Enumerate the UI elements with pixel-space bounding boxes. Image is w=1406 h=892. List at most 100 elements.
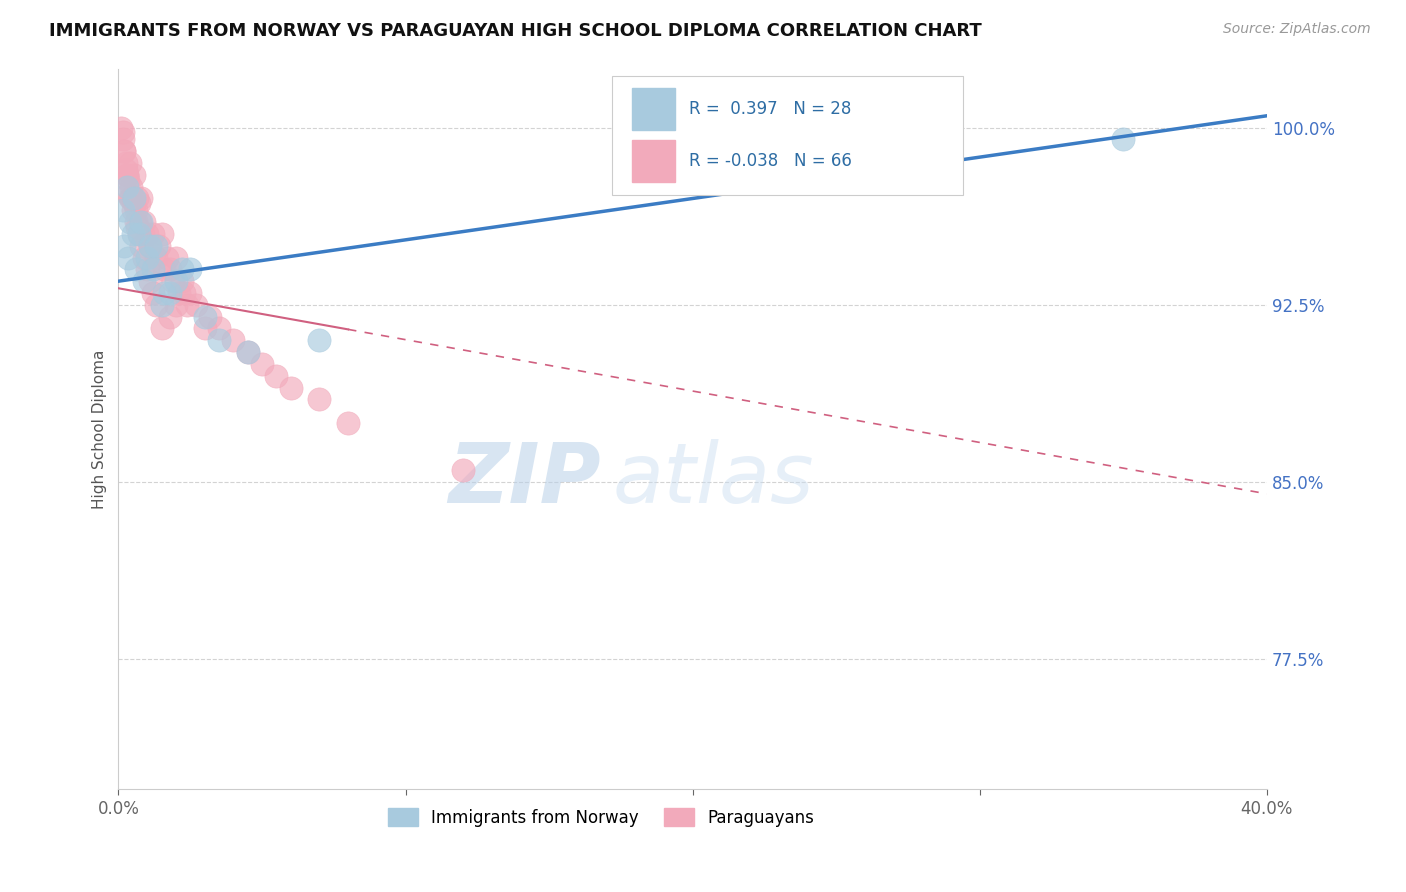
Point bbox=[128, 227, 150, 241]
Point bbox=[131, 215, 153, 229]
Point bbox=[118, 156, 141, 170]
Point bbox=[179, 285, 201, 300]
Point bbox=[139, 238, 162, 252]
Point bbox=[170, 262, 193, 277]
Point bbox=[145, 251, 167, 265]
Text: IMMIGRANTS FROM NORWAY VS PARAGUAYAN HIGH SCHOOL DIPLOMA CORRELATION CHART: IMMIGRANTS FROM NORWAY VS PARAGUAYAN HIG… bbox=[49, 22, 981, 40]
Point bbox=[194, 310, 217, 324]
Point bbox=[131, 192, 153, 206]
Point bbox=[200, 310, 222, 324]
Point bbox=[134, 274, 156, 288]
Point bbox=[337, 416, 360, 430]
Point bbox=[136, 227, 159, 241]
Text: atlas: atlas bbox=[612, 439, 814, 520]
Point bbox=[122, 192, 145, 206]
Point bbox=[208, 333, 231, 347]
Bar bbox=[631, 87, 675, 129]
Point bbox=[1112, 132, 1135, 146]
Point bbox=[266, 368, 288, 383]
Point bbox=[112, 145, 135, 159]
Point bbox=[148, 238, 170, 252]
Point bbox=[131, 238, 153, 252]
Point bbox=[153, 285, 176, 300]
Point bbox=[179, 262, 201, 277]
Point bbox=[208, 321, 231, 335]
Text: Source: ZipAtlas.com: Source: ZipAtlas.com bbox=[1223, 22, 1371, 37]
Point bbox=[132, 227, 155, 241]
Point bbox=[142, 227, 165, 241]
Point bbox=[127, 192, 149, 206]
Legend: Immigrants from Norway, Paraguayans: Immigrants from Norway, Paraguayans bbox=[380, 800, 823, 835]
Point bbox=[112, 145, 135, 159]
Point bbox=[170, 274, 193, 288]
Point bbox=[165, 251, 187, 265]
Point bbox=[114, 156, 136, 170]
Point bbox=[134, 251, 156, 265]
Point bbox=[122, 196, 145, 211]
Point bbox=[236, 345, 259, 359]
Point bbox=[156, 251, 179, 265]
Point bbox=[115, 168, 138, 182]
Point bbox=[159, 310, 181, 324]
Point bbox=[184, 298, 207, 312]
Point bbox=[124, 215, 146, 229]
Point bbox=[145, 238, 167, 252]
Point bbox=[117, 186, 139, 201]
Point bbox=[136, 262, 159, 277]
Point bbox=[121, 192, 143, 206]
Point bbox=[194, 321, 217, 335]
Point bbox=[120, 179, 142, 194]
Point bbox=[112, 238, 135, 252]
Point bbox=[236, 345, 259, 359]
Point bbox=[111, 125, 134, 139]
Point bbox=[142, 285, 165, 300]
FancyBboxPatch shape bbox=[612, 76, 963, 194]
Point bbox=[118, 192, 141, 206]
Point bbox=[115, 168, 138, 182]
Point bbox=[150, 298, 173, 312]
Text: R =  0.397   N = 28: R = 0.397 N = 28 bbox=[689, 100, 852, 118]
Point bbox=[117, 251, 139, 265]
Point bbox=[153, 262, 176, 277]
Point bbox=[165, 274, 187, 288]
Point bbox=[162, 274, 184, 288]
Point bbox=[136, 251, 159, 265]
Point bbox=[139, 238, 162, 252]
Point bbox=[128, 196, 150, 211]
Point bbox=[120, 192, 142, 206]
Point bbox=[167, 285, 190, 300]
Point bbox=[176, 298, 198, 312]
Point bbox=[145, 298, 167, 312]
Point bbox=[451, 463, 474, 477]
Point bbox=[150, 227, 173, 241]
Point bbox=[121, 227, 143, 241]
Point bbox=[222, 333, 245, 347]
Point bbox=[134, 215, 156, 229]
Point bbox=[111, 132, 134, 146]
Point bbox=[121, 203, 143, 218]
Point bbox=[142, 262, 165, 277]
Point bbox=[280, 380, 302, 394]
Point bbox=[111, 203, 134, 218]
Point bbox=[173, 285, 195, 300]
Point bbox=[308, 333, 330, 347]
Point bbox=[139, 274, 162, 288]
Point bbox=[128, 227, 150, 241]
Point bbox=[118, 215, 141, 229]
Point bbox=[117, 172, 139, 186]
Point bbox=[114, 163, 136, 178]
Y-axis label: High School Diploma: High School Diploma bbox=[93, 349, 107, 508]
Point bbox=[124, 262, 146, 277]
Point bbox=[124, 203, 146, 218]
Point bbox=[150, 321, 173, 335]
Point bbox=[110, 120, 132, 135]
Text: R = -0.038   N = 66: R = -0.038 N = 66 bbox=[689, 153, 852, 170]
Point bbox=[682, 132, 704, 146]
Point bbox=[165, 298, 187, 312]
Text: ZIP: ZIP bbox=[449, 439, 600, 520]
Point bbox=[825, 145, 848, 159]
Point bbox=[122, 168, 145, 182]
Point bbox=[159, 285, 181, 300]
Point bbox=[127, 219, 149, 234]
Point bbox=[308, 392, 330, 407]
